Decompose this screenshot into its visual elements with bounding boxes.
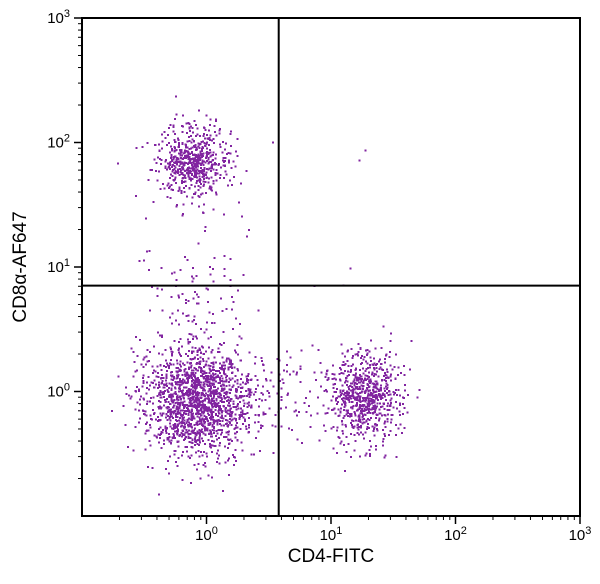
x-axis-label: CD4-FITC [288, 546, 375, 567]
y-axis-label: CD8α-AF647 [10, 211, 31, 322]
chart-svg: 100101102103100101102103CD4-FITCCD8α-AF6… [0, 0, 600, 584]
flow-cytometry-scatter: 100101102103100101102103CD4-FITCCD8α-AF6… [0, 0, 600, 584]
